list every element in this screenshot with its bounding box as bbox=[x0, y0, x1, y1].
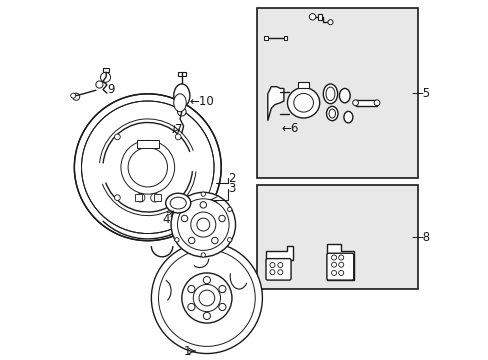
FancyBboxPatch shape bbox=[265, 258, 290, 280]
Ellipse shape bbox=[325, 87, 334, 101]
Circle shape bbox=[181, 215, 187, 222]
Text: 2: 2 bbox=[228, 171, 235, 185]
Circle shape bbox=[338, 270, 343, 275]
Bar bbox=[264, 36, 267, 40]
Bar bbox=[154, 194, 161, 201]
Text: ←6: ←6 bbox=[281, 122, 299, 135]
Circle shape bbox=[171, 192, 235, 257]
Circle shape bbox=[331, 270, 336, 275]
Circle shape bbox=[201, 192, 205, 196]
Text: 4: 4 bbox=[163, 213, 170, 226]
Circle shape bbox=[128, 148, 167, 187]
Bar bbox=[137, 140, 158, 148]
Ellipse shape bbox=[339, 89, 349, 103]
Text: 7: 7 bbox=[174, 123, 182, 136]
Bar bbox=[284, 36, 287, 40]
Ellipse shape bbox=[326, 106, 337, 121]
Circle shape bbox=[218, 285, 225, 293]
Circle shape bbox=[182, 273, 231, 323]
Circle shape bbox=[352, 100, 358, 105]
Circle shape bbox=[331, 255, 336, 260]
Text: —5: —5 bbox=[411, 87, 430, 100]
Circle shape bbox=[121, 140, 174, 194]
Circle shape bbox=[269, 262, 274, 267]
Circle shape bbox=[175, 134, 181, 140]
Circle shape bbox=[175, 195, 181, 201]
Bar bbox=[257, 185, 417, 289]
Circle shape bbox=[331, 262, 336, 267]
Circle shape bbox=[338, 255, 343, 260]
Circle shape bbox=[187, 285, 195, 293]
Circle shape bbox=[114, 195, 120, 201]
Ellipse shape bbox=[343, 111, 352, 123]
Circle shape bbox=[174, 207, 179, 212]
Circle shape bbox=[188, 237, 195, 244]
Bar bbox=[355, 100, 376, 105]
Ellipse shape bbox=[323, 84, 337, 104]
Ellipse shape bbox=[173, 84, 189, 107]
Circle shape bbox=[151, 243, 262, 354]
Ellipse shape bbox=[173, 94, 186, 112]
Circle shape bbox=[177, 199, 229, 250]
Ellipse shape bbox=[170, 197, 186, 209]
Ellipse shape bbox=[293, 94, 313, 112]
Circle shape bbox=[277, 262, 282, 267]
Bar bbox=[257, 8, 417, 178]
Circle shape bbox=[211, 237, 218, 244]
Circle shape bbox=[269, 270, 274, 275]
Circle shape bbox=[203, 276, 210, 284]
Circle shape bbox=[227, 207, 231, 212]
Circle shape bbox=[177, 107, 186, 116]
Circle shape bbox=[277, 270, 282, 275]
Circle shape bbox=[338, 262, 343, 267]
Circle shape bbox=[187, 303, 195, 311]
Text: 9: 9 bbox=[107, 83, 115, 96]
Ellipse shape bbox=[165, 193, 190, 213]
Circle shape bbox=[309, 14, 315, 20]
Circle shape bbox=[96, 81, 103, 88]
Circle shape bbox=[197, 218, 209, 231]
Circle shape bbox=[327, 20, 332, 25]
Circle shape bbox=[200, 202, 206, 208]
Circle shape bbox=[101, 72, 110, 82]
Circle shape bbox=[190, 212, 215, 237]
Circle shape bbox=[227, 238, 231, 242]
Circle shape bbox=[136, 193, 144, 202]
Circle shape bbox=[114, 134, 120, 140]
Bar bbox=[298, 82, 308, 88]
Circle shape bbox=[203, 312, 210, 320]
Text: —8: —8 bbox=[411, 231, 430, 244]
Text: ←10: ←10 bbox=[188, 95, 213, 108]
Circle shape bbox=[174, 238, 179, 242]
Circle shape bbox=[71, 93, 76, 98]
Circle shape bbox=[199, 290, 214, 306]
Circle shape bbox=[158, 249, 255, 346]
Ellipse shape bbox=[287, 87, 319, 118]
Circle shape bbox=[373, 100, 379, 105]
Bar bbox=[317, 14, 322, 20]
Circle shape bbox=[74, 94, 221, 241]
FancyBboxPatch shape bbox=[326, 253, 353, 280]
Bar bbox=[135, 194, 142, 201]
Circle shape bbox=[218, 303, 225, 311]
Circle shape bbox=[81, 101, 214, 234]
Circle shape bbox=[218, 215, 225, 222]
Circle shape bbox=[72, 93, 80, 100]
Circle shape bbox=[150, 193, 159, 202]
Bar bbox=[103, 68, 109, 72]
Text: 1: 1 bbox=[183, 345, 191, 357]
Ellipse shape bbox=[328, 109, 335, 118]
Circle shape bbox=[201, 253, 205, 257]
Circle shape bbox=[193, 284, 220, 312]
Polygon shape bbox=[265, 246, 292, 260]
Polygon shape bbox=[267, 87, 284, 121]
Polygon shape bbox=[326, 244, 353, 280]
Bar bbox=[177, 72, 186, 76]
Text: 3: 3 bbox=[228, 182, 235, 195]
